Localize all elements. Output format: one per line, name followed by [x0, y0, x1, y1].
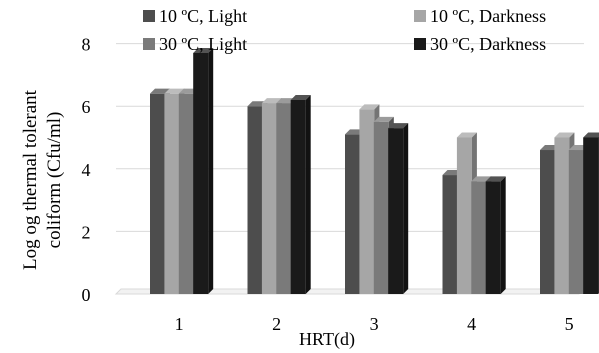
bar-front — [442, 175, 458, 294]
bar-front — [568, 150, 584, 294]
bar-front — [373, 121, 389, 294]
bar-front — [178, 93, 194, 295]
bar-top — [150, 88, 170, 94]
y-tick-label: 6 — [82, 97, 91, 117]
bar — [290, 94, 311, 294]
bar-top — [583, 132, 599, 138]
x-tick-label: 1 — [175, 314, 184, 334]
y-tick-label: 0 — [82, 285, 91, 305]
legend-item: 10 ºC, Darkness — [414, 6, 546, 26]
bar-top — [164, 88, 185, 94]
legend: 10 ºC, Light 10 ºC, Darkness 30 ºC, Light 3… — [143, 6, 546, 54]
bar — [583, 132, 599, 294]
legend-item: 30 ºC, Light — [143, 34, 247, 54]
y-tick-label: 8 — [82, 35, 91, 55]
y-axis-label-line-2: coliform (Cfu/ml) — [44, 112, 65, 249]
x-tick-label: 4 — [467, 314, 476, 334]
bar-top — [388, 123, 409, 129]
bar-top — [456, 132, 477, 138]
bar-front — [247, 106, 263, 294]
bar-front — [388, 128, 404, 294]
bar-front — [540, 150, 555, 294]
bar-front — [485, 181, 501, 294]
legend-swatch — [414, 38, 426, 50]
bar-top — [373, 116, 394, 122]
legend-swatch — [414, 10, 426, 22]
y-axis-label: Log og thermal tolerant coliform (Cfu/ml… — [20, 89, 65, 270]
bar-front — [583, 137, 599, 294]
legend-label: 30 ºC, Light — [159, 34, 247, 54]
y-tick-label: 4 — [82, 160, 91, 180]
bar — [193, 47, 214, 294]
bar — [388, 123, 409, 294]
bar-side — [500, 176, 506, 294]
bar-front — [193, 52, 209, 294]
bar-side — [305, 94, 311, 294]
bars — [150, 47, 599, 295]
x-tick-label: 5 — [565, 314, 574, 334]
bar-front — [261, 103, 277, 294]
x-tick-labels: 1 2 3 4 5 — [175, 314, 574, 334]
legend-swatch — [143, 10, 155, 22]
bar-front — [345, 134, 360, 294]
legend-swatch — [143, 38, 155, 50]
bar-front — [164, 93, 180, 295]
bar-top — [554, 132, 575, 138]
bar-front — [554, 137, 570, 294]
bar-front — [471, 181, 487, 294]
x-axis-label: HRT(d) — [299, 329, 355, 350]
bar-top — [261, 98, 282, 104]
bar-side — [403, 123, 409, 294]
y-tick-labels: 0 2 4 6 8 — [82, 35, 91, 305]
legend-label: 10 ºC, Darkness — [430, 6, 546, 26]
legend-label: 30 ºC, Darkness — [430, 34, 546, 54]
bar-side — [208, 47, 214, 294]
y-tick-label: 2 — [82, 222, 91, 242]
bar-front — [276, 103, 292, 294]
bar-top — [485, 176, 506, 182]
x-tick-label: 3 — [370, 314, 379, 334]
legend-item: 10 ºC, Light — [143, 6, 247, 26]
bar-top — [471, 176, 492, 182]
bar-front — [456, 137, 472, 294]
bar-front — [359, 109, 375, 294]
bar-top — [359, 104, 380, 110]
bar-front — [290, 99, 306, 294]
y-axis-label-line-1: Log og thermal tolerant — [20, 89, 41, 270]
legend-label: 10 ºC, Light — [159, 6, 247, 26]
bar-top — [193, 47, 214, 53]
x-tick-label: 2 — [272, 314, 281, 334]
bar-top — [290, 94, 311, 100]
legend-item: 30 ºC, Darkness — [414, 34, 546, 54]
bar — [485, 176, 506, 294]
bar-front — [150, 93, 165, 295]
